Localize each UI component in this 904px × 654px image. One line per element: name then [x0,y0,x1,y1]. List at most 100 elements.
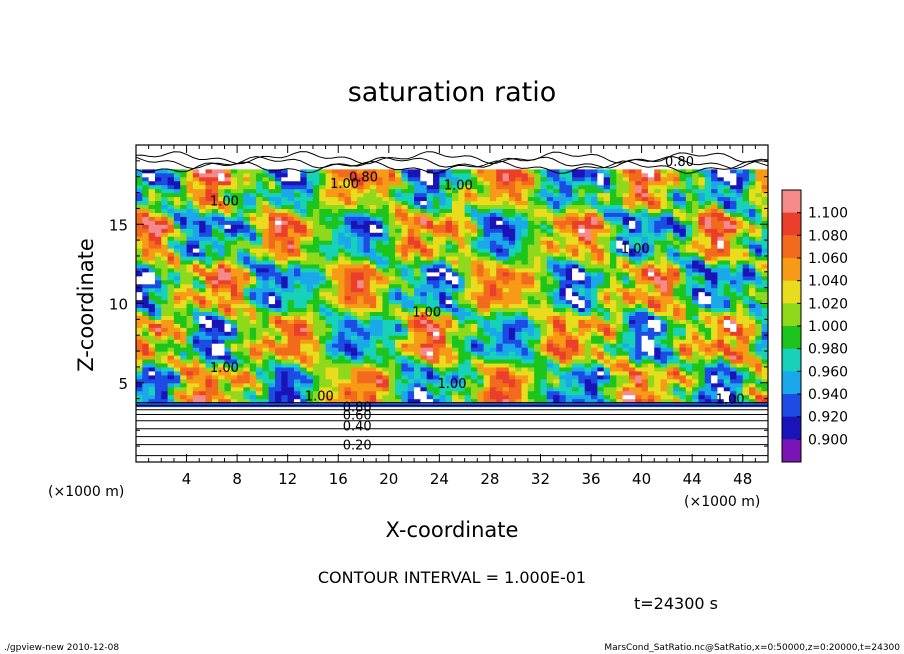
field-cell [445,307,453,313]
field-cell [470,398,478,404]
field-cell [243,382,251,388]
field-cell [439,351,447,356]
field-cell [142,446,150,451]
field-cell [502,172,510,178]
field-cell [275,410,282,416]
field-cell [224,406,232,412]
field-cell [224,351,232,356]
field-cell [167,287,175,293]
field-cell [173,164,181,170]
field-cell [306,275,314,281]
field-cell [199,168,207,174]
field-cell [312,402,320,408]
field-cell [508,263,516,269]
field-cell [376,204,384,209]
field-cell [161,406,169,412]
field-cell [275,299,282,305]
field-cell [268,406,276,412]
field-cell [148,152,156,158]
field-cell [433,335,440,340]
field-cell [161,208,169,213]
field-cell [173,184,181,190]
field-cell [508,228,516,233]
field-cell [382,339,390,344]
field-cell [281,339,289,344]
field-cell [420,216,428,221]
field-cell [218,366,226,372]
field-cell [211,275,219,281]
field-cell [294,251,301,257]
field-cell [300,283,308,289]
field-cell [407,422,415,427]
field-cell [262,196,270,202]
field-cell [445,216,453,221]
field-cell [433,196,440,202]
field-cell [173,220,181,225]
field-cell [243,248,251,253]
field-cell [136,343,143,348]
field-cell [331,232,339,237]
field-cell [167,303,175,309]
field-cell [527,458,535,462]
field-cell [154,307,162,313]
field-cell [458,438,466,443]
field-cell [521,295,529,301]
field-cell [192,267,200,273]
field-cell [199,402,207,408]
field-cell [489,327,497,332]
field-cell [464,351,472,356]
field-cell [167,271,175,277]
field-cell [426,454,434,459]
field-cell [186,271,194,277]
field-cell [256,410,263,416]
field-cell [186,366,194,372]
field-cell [483,176,491,182]
field-cell [445,398,453,404]
field-cell [237,370,245,376]
field-cell [376,414,384,420]
field-cell [502,244,510,249]
field-cell [249,458,257,462]
field-cell [218,216,226,221]
field-cell [312,327,320,332]
field-cell [173,386,181,392]
field-cell [294,236,301,241]
field-cell [458,355,466,360]
field-cell [338,160,346,166]
field-cell [230,362,238,368]
field-cell [249,164,257,170]
field-cell [363,295,371,301]
field-cell [508,188,516,194]
field-cell [167,358,175,364]
field-cell [230,335,238,340]
field-cell [199,307,207,313]
field-cell [357,216,365,221]
field-cell [426,176,434,182]
field-cell [502,164,510,170]
field-cell [262,343,270,348]
field-cell [218,362,226,368]
field-cell [477,263,485,269]
field-cell [376,450,384,455]
field-cell [180,172,188,178]
field-cell [186,374,194,380]
field-cell [477,414,485,420]
field-cell [256,220,263,225]
field-cell [319,307,327,313]
field-cell [249,311,257,316]
field-cell [458,382,466,388]
field-cell [192,422,200,427]
field-cell [268,156,276,162]
field-cell [211,430,219,435]
field-cell [319,263,327,269]
field-cell [148,402,156,408]
field-cell [470,204,478,209]
field-cell [218,208,226,213]
field-cell [350,307,358,313]
field-cell [350,430,358,435]
field-cell [489,323,497,328]
field-cell [382,378,390,384]
field-cell [489,267,497,273]
field-cell [211,410,219,416]
field-cell [180,192,188,198]
